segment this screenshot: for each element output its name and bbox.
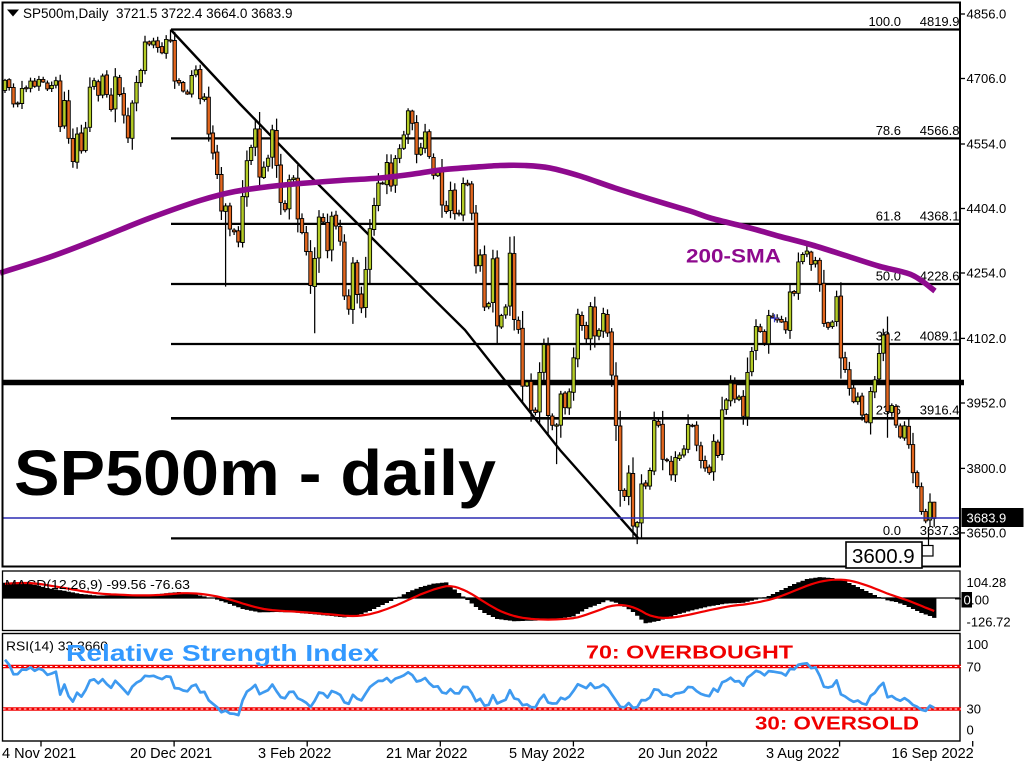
svg-text:RSI(14) 33.3660: RSI(14) 33.3660 [6, 639, 108, 654]
svg-text:4089.1: 4089.1 [920, 328, 960, 343]
svg-text:61.8: 61.8 [876, 208, 901, 223]
svg-text:4404.0: 4404.0 [967, 201, 1007, 216]
svg-text:5 May 2022: 5 May 2022 [509, 746, 585, 762]
svg-text:SP500m,Daily 3721.5 3722.4 36: SP500m,Daily 3721.5 3722.4 3664.0 3683.9 [23, 6, 292, 21]
svg-text:20 Jun 2022: 20 Jun 2022 [638, 746, 718, 762]
svg-text:100.0: 100.0 [868, 14, 901, 29]
svg-text:200-SMA: 200-SMA [686, 246, 781, 268]
svg-text:16 Sep 2022: 16 Sep 2022 [892, 746, 974, 762]
svg-text:30: OVERSOLD: 30: OVERSOLD [755, 714, 919, 734]
svg-text:SP500m - daily: SP500m - daily [14, 437, 496, 509]
svg-text:MACD(12,26,9) -99.56 -76.63: MACD(12,26,9) -99.56 -76.63 [5, 577, 190, 592]
svg-text:4819.9: 4819.9 [920, 14, 960, 29]
svg-text:30: 30 [967, 702, 981, 717]
svg-text:3952.0: 3952.0 [967, 396, 1007, 411]
svg-text:4368.1: 4368.1 [920, 208, 960, 223]
svg-text:3 Aug 2022: 3 Aug 2022 [766, 746, 839, 762]
svg-text:4254.0: 4254.0 [967, 266, 1007, 281]
svg-text:3800.0: 3800.0 [967, 461, 1007, 476]
svg-text:0: 0 [964, 593, 971, 608]
svg-text:104.28: 104.28 [967, 575, 1007, 590]
svg-text:70: OVERBOUGHT: 70: OVERBOUGHT [586, 643, 793, 663]
svg-text:100: 100 [967, 637, 989, 652]
svg-text:Relative Strength Index: Relative Strength Index [66, 640, 379, 666]
svg-text:3683.9: 3683.9 [967, 510, 1007, 525]
svg-text:.00: .00 [971, 593, 989, 608]
svg-text:-126.72: -126.72 [967, 615, 1011, 630]
svg-text:21 Mar 2022: 21 Mar 2022 [386, 746, 467, 762]
svg-text:4554.0: 4554.0 [967, 137, 1007, 152]
svg-text:4856.0: 4856.0 [967, 7, 1007, 22]
svg-text:4706.0: 4706.0 [967, 71, 1007, 86]
svg-text:3650.0: 3650.0 [967, 526, 1007, 541]
svg-text:70: 70 [967, 659, 981, 674]
svg-text:4228.6: 4228.6 [920, 268, 960, 283]
svg-text:78.6: 78.6 [876, 123, 901, 138]
svg-text:20 Dec 2021: 20 Dec 2021 [130, 746, 212, 762]
svg-text:4566.8: 4566.8 [920, 123, 960, 138]
svg-text:0: 0 [967, 722, 974, 737]
svg-text:3600.9: 3600.9 [852, 545, 915, 568]
svg-text:3916.4: 3916.4 [920, 403, 960, 418]
svg-text:3637.3: 3637.3 [920, 523, 960, 538]
svg-text:4 Nov 2021: 4 Nov 2021 [2, 746, 76, 762]
svg-text:4102.0: 4102.0 [967, 331, 1007, 346]
svg-text:0.0: 0.0 [883, 523, 901, 538]
svg-text:3 Feb 2022: 3 Feb 2022 [258, 746, 331, 762]
